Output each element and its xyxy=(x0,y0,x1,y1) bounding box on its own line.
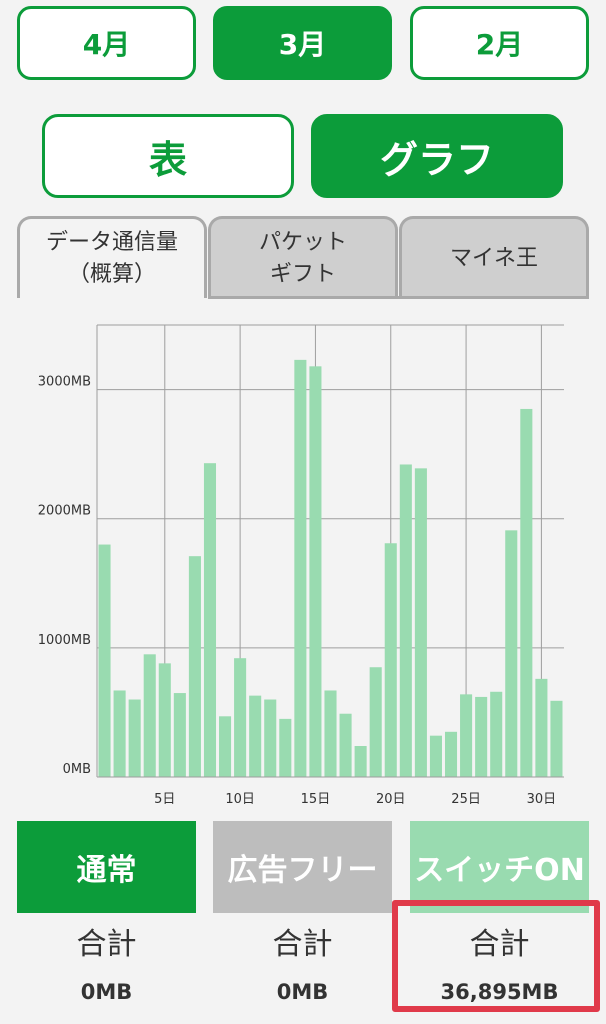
y-tick-label-1: 1000MB xyxy=(38,633,91,648)
bar-day-27 xyxy=(490,691,503,777)
x-tick-label-5: 30日 xyxy=(527,792,557,807)
bar-day-14 xyxy=(294,359,307,777)
bar-day-15 xyxy=(309,366,322,777)
total-label-normal: 合計 xyxy=(76,927,137,962)
bar-day-25 xyxy=(460,694,473,777)
x-tick-label-1: 10日 xyxy=(225,792,255,807)
tab-data-usage-line2: （概算） xyxy=(67,261,156,287)
bar-day-6 xyxy=(173,693,186,777)
bar-day-17 xyxy=(339,713,352,777)
total-value-switch-on: 36,895MB xyxy=(440,980,559,1004)
graph-view-button[interactable]: グラフ xyxy=(311,114,563,198)
bar-day-19 xyxy=(369,667,382,777)
tab-packet-gift-line2: ギフト xyxy=(269,261,336,287)
month-button-march[interactable]: 3月 xyxy=(213,6,392,80)
total-value-ad-free: 0MB xyxy=(276,980,329,1004)
total-label-ad-free: 合計 xyxy=(272,927,333,962)
x-tick-label-0: 5日 xyxy=(154,792,175,807)
bar-day-13 xyxy=(279,718,292,777)
tab-data-usage-line1: データ通信量 xyxy=(45,229,178,255)
y-tick-label-2: 2000MB xyxy=(38,504,91,519)
x-tick-label-4: 25日 xyxy=(451,792,481,807)
month-button-february[interactable]: 2月 xyxy=(410,6,589,80)
highlight-box xyxy=(392,900,600,1012)
y-tick-label-0: 0MB xyxy=(63,762,91,777)
bar-day-31 xyxy=(550,700,563,777)
bar-day-30 xyxy=(535,678,548,777)
tab-mineo[interactable]: マイネ王 xyxy=(399,216,589,298)
bar-day-16 xyxy=(324,690,337,777)
bar-day-29 xyxy=(520,408,533,777)
tab-packet-gift-line1: パケット xyxy=(258,229,347,255)
category-ad-free[interactable]: 広告フリー xyxy=(213,821,392,913)
usage-bar-chart: 0MB 1000MB 2000MB 3000MB 5日 10日 15日 20日 25日 30日 xyxy=(38,324,564,807)
bar-day-9 xyxy=(219,716,232,777)
bar-day-28 xyxy=(505,530,518,777)
bar-day-20 xyxy=(384,543,397,777)
bar-day-24 xyxy=(444,731,458,777)
bar-day-23 xyxy=(429,735,442,777)
x-tick-label-3: 20日 xyxy=(376,792,406,807)
tab-packet-gift[interactable]: パケット ギフト xyxy=(208,216,398,298)
total-label-switch-on: 合計 xyxy=(469,927,530,962)
bar-day-1 xyxy=(98,544,111,777)
category-normal[interactable]: 通常 xyxy=(17,821,196,913)
bar-day-4 xyxy=(143,654,156,777)
bar-day-3 xyxy=(128,699,141,777)
tab-divider xyxy=(208,296,589,299)
bar-day-8 xyxy=(203,463,217,777)
tab-data-usage[interactable]: データ通信量 （概算） xyxy=(17,216,207,298)
bar-day-18 xyxy=(354,746,367,777)
y-tick-label-3: 3000MB xyxy=(38,375,91,390)
bar-day-26 xyxy=(475,696,488,777)
bar-day-10 xyxy=(234,658,247,777)
month-button-april[interactable]: 4月 xyxy=(17,6,196,80)
tab-mineo-line1: マイネ王 xyxy=(449,245,538,271)
bar-day-5 xyxy=(158,663,171,777)
bar-day-7 xyxy=(188,556,201,777)
bar-day-12 xyxy=(264,699,277,777)
bar-day-21 xyxy=(399,464,412,777)
x-tick-label-2: 15日 xyxy=(301,792,331,807)
total-value-normal: 0MB xyxy=(80,980,133,1004)
bar-day-22 xyxy=(414,468,427,777)
bar-day-11 xyxy=(249,695,262,777)
bar-day-2 xyxy=(113,690,126,777)
category-switch-on[interactable]: スイッチON xyxy=(410,821,589,913)
table-view-button[interactable]: 表 xyxy=(42,114,294,198)
